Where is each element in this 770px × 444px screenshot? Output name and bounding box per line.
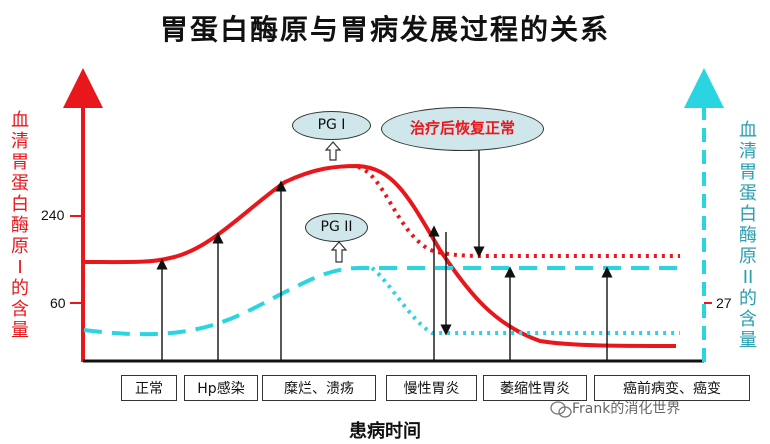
watermark-text: Frank的消化世界: [572, 401, 681, 417]
pg1-curve: [83, 163, 677, 348]
stage-atrophic-gastritis: 萎缩性胃炎: [483, 375, 587, 401]
left-tick-240: 240: [41, 207, 65, 223]
pg2-progress-curve: [370, 266, 680, 335]
pg2-bubble: PG II: [305, 213, 368, 242]
wechat-icon: [550, 401, 572, 418]
stage-erosion-ulcer: 糜烂、溃疡: [262, 375, 376, 401]
right-axis-label: 血清胃蛋白酶原II的含量: [739, 120, 757, 351]
time-arrows: [156, 148, 613, 360]
stage-normal: 正常: [121, 375, 177, 401]
chart-title: 胃蛋白酶原与胃病发展过程的关系: [159, 13, 610, 46]
left-tick-60: 60: [50, 295, 66, 311]
x-axis-title: 患病时间: [349, 421, 421, 442]
right-tick-27: 27: [716, 295, 732, 311]
pg1-pointer-icon: [324, 141, 342, 161]
pg1-bubble: PG Ⅰ: [292, 111, 371, 140]
recovery-bubble: 治疗后恢复正常: [381, 107, 544, 151]
pg2-pointer-icon: [330, 241, 348, 263]
stage-chronic-gastritis: 慢性胃炎: [386, 375, 477, 401]
stage-precancer-cancer: 癌前病变、癌变: [594, 375, 750, 401]
pg2-curve: [83, 266, 680, 337]
left-axis-label: 血清胃蛋白酶原Ⅰ的含量: [11, 110, 29, 341]
pg1-treatment-curve: [357, 165, 680, 258]
stage-hp-infection: Hp感染: [184, 375, 258, 401]
